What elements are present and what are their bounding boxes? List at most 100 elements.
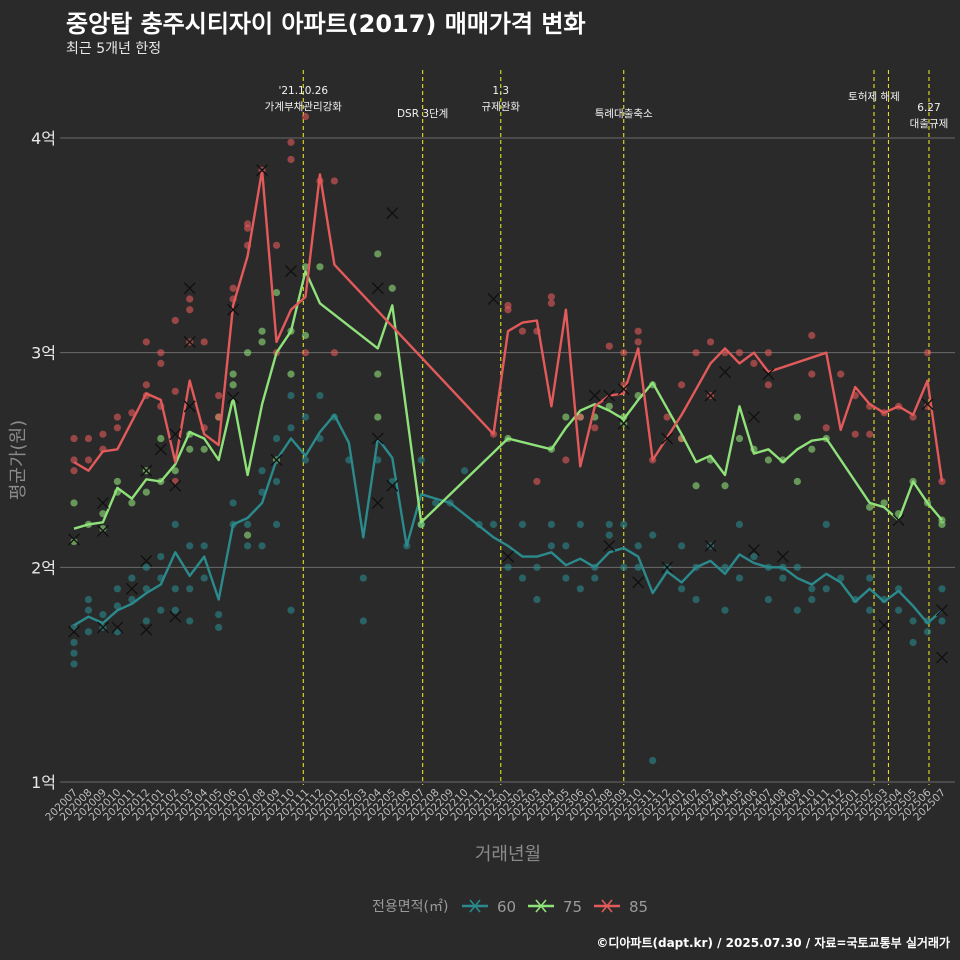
cross-marker: [719, 365, 731, 378]
y-tick-label: 1억: [31, 773, 56, 792]
data-point: [171, 316, 179, 325]
data-point: [547, 520, 556, 529]
data-point: [822, 424, 830, 432]
data-point: [866, 430, 874, 438]
data-point: [330, 349, 338, 357]
data-point: [330, 177, 338, 185]
data-point: [880, 499, 888, 507]
data-point: [157, 359, 165, 367]
data-point: [84, 628, 93, 636]
cross-stroke: [183, 282, 196, 295]
data-point: [70, 649, 78, 657]
legend-item-75: 75: [528, 898, 582, 916]
data-point: [793, 563, 801, 571]
data-point: [301, 331, 310, 340]
cross-marker: [183, 400, 196, 413]
data-point: [764, 349, 773, 357]
data-point: [186, 445, 194, 453]
cross-marker: [386, 479, 399, 492]
data-point: [70, 467, 78, 475]
data-point: [287, 424, 295, 432]
data-point: [215, 623, 223, 632]
data-point: [793, 413, 801, 421]
data-point: [142, 563, 150, 571]
cross-marker: [776, 550, 789, 563]
cross-marker: [111, 621, 124, 634]
axis-ticks: 1억2억3억4억20200720200820200920201020201120…: [31, 129, 948, 823]
cross-marker: [169, 479, 182, 492]
data-point: [764, 595, 773, 604]
cross-stroke: [96, 524, 109, 537]
data-point: [518, 520, 527, 529]
data-point: [735, 349, 744, 357]
cross-marker: [140, 464, 153, 477]
data-point: [591, 574, 599, 582]
cross-stroke: [371, 282, 384, 295]
data-point: [128, 574, 136, 582]
cross-stroke: [921, 398, 934, 411]
data-point: [504, 301, 512, 310]
data-point: [605, 531, 613, 539]
data-point: [562, 413, 570, 421]
data-point: [258, 467, 266, 475]
data-point: [533, 477, 541, 486]
cross-stroke: [169, 610, 182, 623]
cross-stroke: [169, 479, 182, 492]
data-point: [895, 606, 903, 614]
data-point: [229, 381, 237, 389]
data-point: [461, 467, 469, 475]
data-point: [721, 563, 729, 571]
policy-annotation: 토허제 해제: [848, 90, 900, 103]
data-point: [764, 381, 773, 389]
series-line-60: [73, 413, 943, 627]
data-point: [229, 284, 237, 292]
series-lines: [73, 168, 944, 627]
data-point: [99, 610, 107, 619]
data-point: [200, 542, 208, 550]
data-point: [576, 520, 584, 529]
cross-stroke: [936, 651, 948, 664]
cross-marker: [68, 625, 80, 638]
cross-marker: [227, 303, 240, 316]
data-point: [84, 595, 93, 604]
data-point: [837, 574, 845, 582]
data-point: [605, 520, 613, 529]
cross-marker: [936, 604, 948, 617]
grid-lines: [60, 137, 955, 783]
cross-stroke: [183, 335, 196, 348]
data-point: [316, 392, 324, 400]
data-point: [866, 574, 874, 582]
cross-marker: [747, 544, 760, 557]
data-point: [374, 413, 382, 421]
data-point: [692, 595, 700, 604]
data-point: [591, 424, 599, 432]
cross-marker: [704, 389, 717, 402]
cross-stroke: [502, 550, 514, 563]
data-point: [258, 338, 266, 346]
cross-stroke: [632, 576, 645, 589]
cross-stroke: [878, 619, 891, 632]
cross-stroke: [386, 207, 399, 220]
data-point: [258, 542, 266, 550]
legend-cross: [535, 899, 547, 913]
cross-stroke: [154, 443, 167, 456]
data-point: [634, 338, 642, 346]
cross-marker: [285, 265, 297, 278]
data-point: [186, 542, 194, 550]
cross-marker: [704, 539, 717, 552]
data-point: [171, 585, 179, 593]
data-point: [157, 553, 165, 561]
cross-marker: [603, 389, 616, 402]
data-point: [793, 477, 801, 486]
data-point: [909, 617, 917, 625]
data-point: [533, 595, 541, 604]
data-point: [866, 503, 874, 511]
data-point: [605, 402, 613, 410]
data-point: [504, 563, 512, 571]
data-point: [562, 542, 570, 550]
cross-stroke: [704, 539, 717, 552]
data-point: [808, 370, 816, 378]
cross-stroke: [603, 389, 616, 402]
data-point: [157, 434, 165, 443]
cross-marker: [661, 432, 674, 445]
